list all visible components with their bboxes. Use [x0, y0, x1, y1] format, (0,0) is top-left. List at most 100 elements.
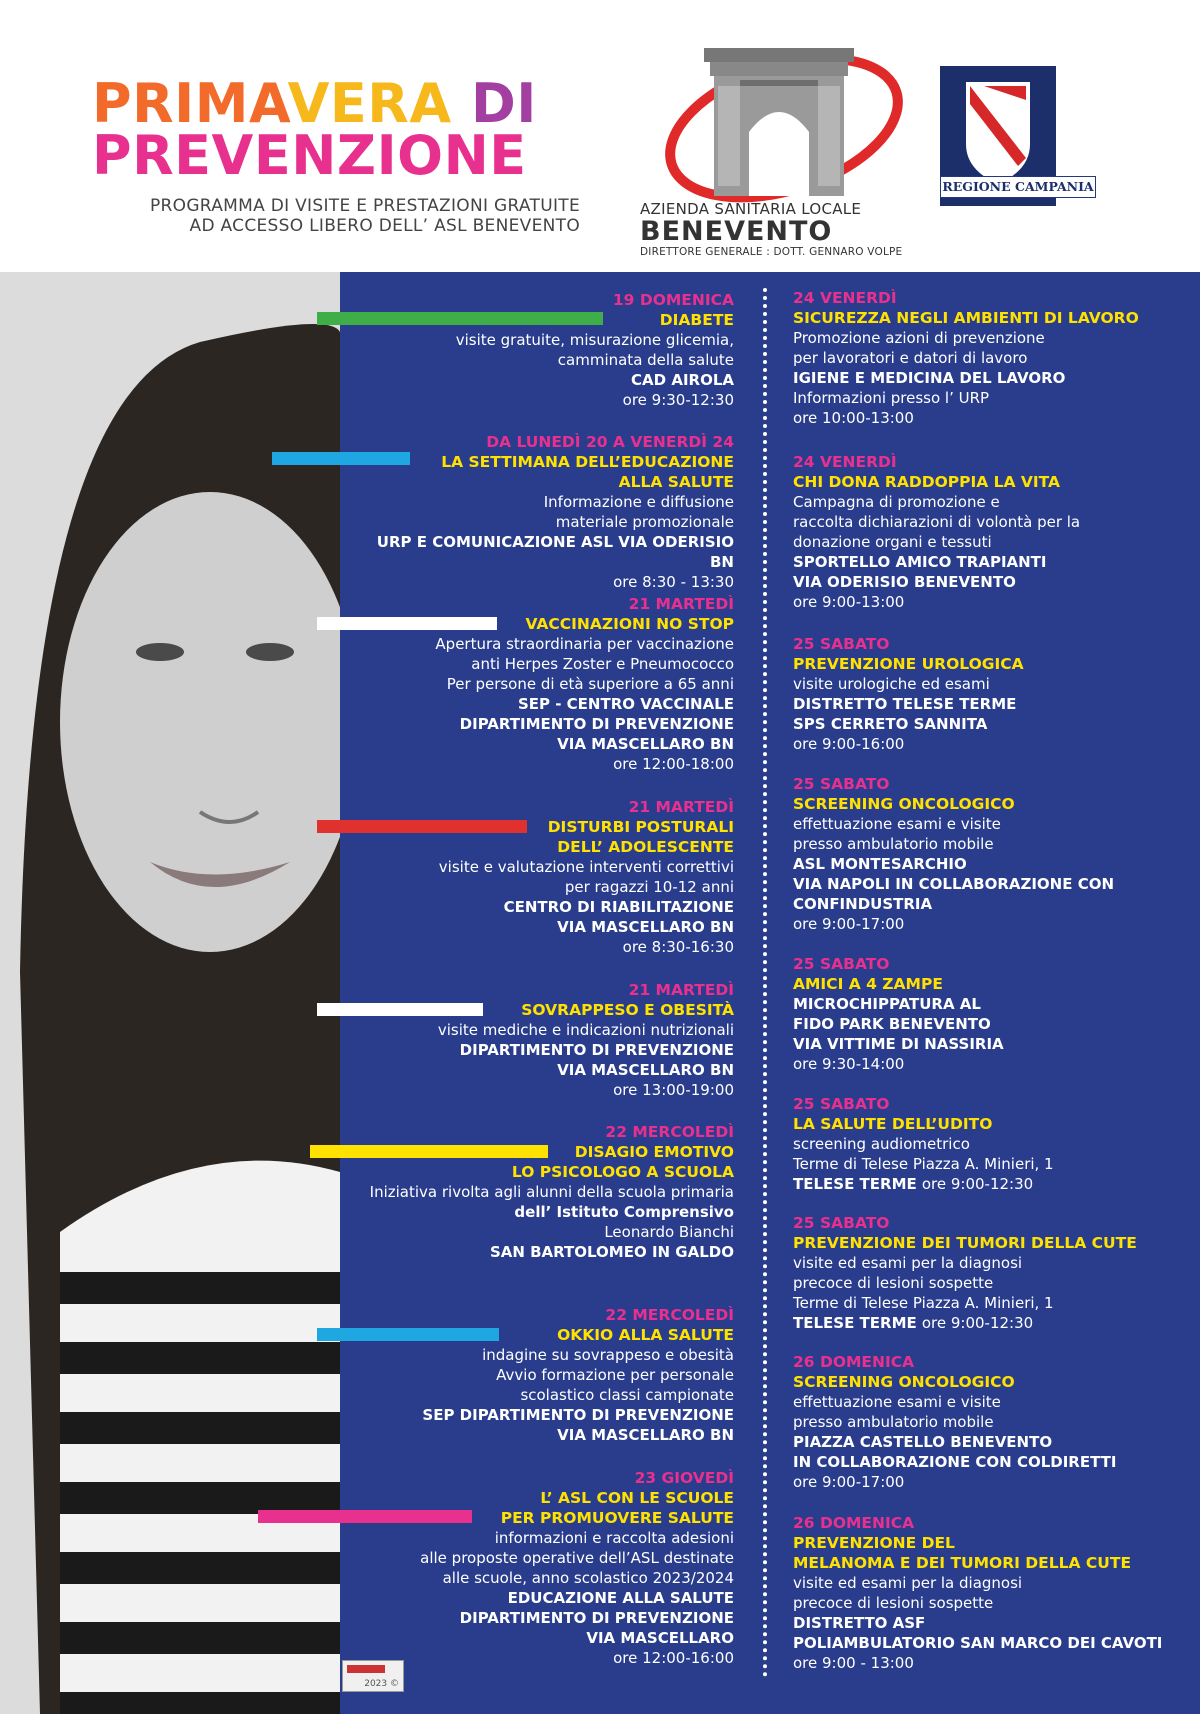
event-okkio: 22 MERCOLEDÌ OKKIO ALLA SALUTE indagine … — [350, 1305, 734, 1445]
bar-red — [317, 820, 527, 833]
event-time: ore 9:00-17:00 — [793, 915, 905, 933]
event-text: alle proposte operative dell’ASL destina… — [420, 1549, 734, 1567]
event-title: DISAGIO EMOTIVO — [574, 1143, 734, 1161]
stamp-logo — [347, 1665, 385, 1673]
event-location: dell’ Istituto Comprensivo — [514, 1203, 734, 1221]
event-title: PER PROMUOVERE SALUTE — [500, 1509, 734, 1527]
column-divider — [763, 288, 767, 1678]
event-text: visite ed esami per la diagnosi — [793, 1254, 1023, 1272]
event-location: MICROCHIPPATURA AL — [793, 995, 981, 1013]
event-date: 21 MARTEDÌ — [628, 981, 734, 999]
event-title: ALLA SALUTE — [618, 473, 734, 491]
event-location: POLIAMBULATORIO SAN MARCO DEI CAVOTI — [793, 1634, 1163, 1652]
portrait-photo — [0, 272, 340, 1714]
stamp-text: 2023 © — [364, 1679, 399, 1689]
event-location: DIPARTIMENTO DI PREVENZIONE — [459, 1041, 734, 1059]
event-date: 26 DOMENICA — [793, 1353, 915, 1371]
event-time: ore 8:30-16:30 — [622, 938, 734, 956]
event-location: TELESE TERME — [793, 1314, 917, 1332]
event-date: 25 SABATO — [793, 955, 890, 973]
event-sicurezza-lavoro: 24 VENERDÌ SICUREZZA NEGLI AMBIENTI DI L… — [793, 288, 1188, 428]
event-date: 23 GIOVEDÌ — [634, 1469, 734, 1487]
event-text: raccolta dichiarazioni di volontà per la — [793, 513, 1081, 531]
event-time: ore 9:30-14:00 — [793, 1055, 905, 1073]
event-location: VIA ODERISIO BENEVENTO — [793, 573, 1016, 591]
event-text: visite gratuite, misurazione glicemia, — [455, 331, 734, 349]
asl-name-block: AZIENDA SANITARIA LOCALE BENEVENTO DIRET… — [640, 200, 940, 258]
event-date: 22 MERCOLEDÌ — [605, 1306, 734, 1324]
event-melanoma: 26 DOMENICA PREVENZIONE DEL MELANOMA E D… — [793, 1513, 1188, 1673]
event-text: visite urologiche ed esami — [793, 675, 990, 693]
event-date: 21 MARTEDÌ — [628, 798, 734, 816]
event-title: AMICI A 4 ZAMPE — [793, 975, 943, 993]
event-text: per ragazzi 10-12 anni — [564, 878, 734, 896]
event-title: DISTURBI POSTURALI — [547, 818, 734, 836]
event-text: Avvio formazione per personale — [496, 1366, 734, 1384]
event-date: 21 MARTEDÌ — [628, 595, 734, 613]
bar-cyan — [272, 452, 410, 465]
event-title: PREVENZIONE DEL — [793, 1534, 955, 1552]
title-part-di: DI — [451, 72, 537, 135]
event-title: SCREENING ONCOLOGICO — [793, 795, 1015, 813]
event-vaccinazioni: 21 MARTEDÌ VACCINAZIONI NO STOP Apertura… — [350, 594, 734, 774]
event-date: 25 SABATO — [793, 1095, 890, 1113]
event-screening-castello: 26 DOMENICA SCREENING ONCOLOGICO effettu… — [793, 1352, 1188, 1492]
event-date: 22 MERCOLEDÌ — [605, 1123, 734, 1141]
event-location: DIPARTIMENTO DI PREVENZIONE — [459, 1609, 734, 1627]
event-location: CONFINDUSTRIA — [793, 895, 933, 913]
event-title: L’ ASL CON LE SCUOLE — [540, 1489, 734, 1507]
event-settimana-educazione: DA LUNEDÌ 20 A VENERDÌ 24 LA SETTIMANA D… — [350, 432, 734, 592]
event-location-time: TELESE TERME ore 9:00-12:30 — [793, 1174, 1188, 1194]
event-location: SPS CERRETO SANNITA — [793, 715, 988, 733]
event-time: ore 9:00-13:00 — [793, 593, 905, 611]
event-time: ore 9:00-12:30 — [921, 1175, 1034, 1193]
bar-white-2 — [317, 1003, 483, 1016]
title-part-prima: PRIMA — [92, 72, 288, 135]
event-text: Campagna di promozione e — [793, 493, 1000, 511]
event-text: presso ambulatorio mobile — [793, 1413, 994, 1431]
poster-title: PRIMAVERA DI PREVENZIONE — [92, 77, 537, 183]
asl-line-1: AZIENDA SANITARIA LOCALE — [640, 200, 862, 218]
bar-white — [317, 617, 497, 630]
event-text: per lavoratori e datori di lavoro — [793, 349, 1028, 367]
event-date: 25 SABATO — [793, 1214, 890, 1232]
event-text: visite e valutazione interventi corretti… — [438, 858, 734, 876]
event-salute-udito: 25 SABATO LA SALUTE DELL’UDITO screening… — [793, 1094, 1188, 1194]
event-text: precoce di lesioni sospette — [793, 1594, 994, 1612]
event-text: informazioni e raccolta adesioni — [494, 1529, 734, 1547]
event-location: VIA NAPOLI IN COLLABORAZIONE CON — [793, 875, 1115, 893]
event-text: presso ambulatorio mobile — [793, 835, 994, 853]
event-text: effettuazione esami e visite — [793, 1393, 1001, 1411]
event-title: LA SETTIMANA DELL’EDUCAZIONE — [441, 453, 734, 471]
event-title: SCREENING ONCOLOGICO — [793, 1373, 1015, 1391]
event-tumori-cute-telese: 25 SABATO PREVENZIONE DEI TUMORI DELLA C… — [793, 1213, 1188, 1333]
event-disagio-emotivo: 22 MERCOLEDÌ DISAGIO EMOTIVO LO PSICOLOG… — [350, 1122, 734, 1262]
event-title: PREVENZIONE DEI TUMORI DELLA CUTE — [793, 1234, 1137, 1252]
event-location: DISTRETTO ASF — [793, 1614, 926, 1632]
event-asl-scuole: 23 GIOVEDÌ L’ ASL CON LE SCUOLE PER PROM… — [350, 1468, 734, 1668]
subtitle: PROGRAMMA DI VISITE E PRESTAZIONI GRATUI… — [92, 196, 580, 236]
event-location: IN COLLABORAZIONE CON COLDIRETTI — [793, 1453, 1117, 1471]
event-text: camminata della salute — [557, 351, 734, 369]
event-date: 24 VENERDÌ — [793, 289, 897, 307]
bar-cyan-2 — [317, 1328, 499, 1341]
event-location: DISTRETTO TELESE TERME — [793, 695, 1017, 713]
event-time: ore 8:30 - 13:30 — [613, 573, 734, 591]
event-text: Iniziativa rivolta agli alunni della scu… — [369, 1183, 734, 1201]
event-location: CAD AIROLA — [631, 371, 734, 389]
event-location: EDUCAZIONE ALLA SALUTE — [507, 1589, 734, 1607]
title-line-1: PRIMAVERA DI — [92, 77, 537, 131]
event-text: Informazioni presso l’ URP — [793, 389, 990, 407]
event-text: effettuazione esami e visite — [793, 815, 1001, 833]
event-location: VIA MASCELLARO BN — [557, 1426, 734, 1444]
event-text: Apertura straordinaria per vaccinazione — [435, 635, 734, 653]
event-urologica: 25 SABATO PREVENZIONE UROLOGICA visite u… — [793, 634, 1188, 754]
event-location: VIA MASCELLARO — [586, 1629, 734, 1647]
bar-green — [317, 312, 603, 325]
event-location: URP E COMUNICAZIONE ASL VIA ODERISIO BN — [376, 533, 734, 571]
event-text: materiale promozionale — [555, 513, 734, 531]
event-time: ore 13:00-19:00 — [613, 1081, 734, 1099]
event-location: SPORTELLO AMICO TRAPIANTI — [793, 553, 1047, 571]
event-date: 24 VENERDÌ — [793, 453, 897, 471]
event-text: Terme di Telese Piazza A. Minieri, 1 — [793, 1155, 1054, 1173]
